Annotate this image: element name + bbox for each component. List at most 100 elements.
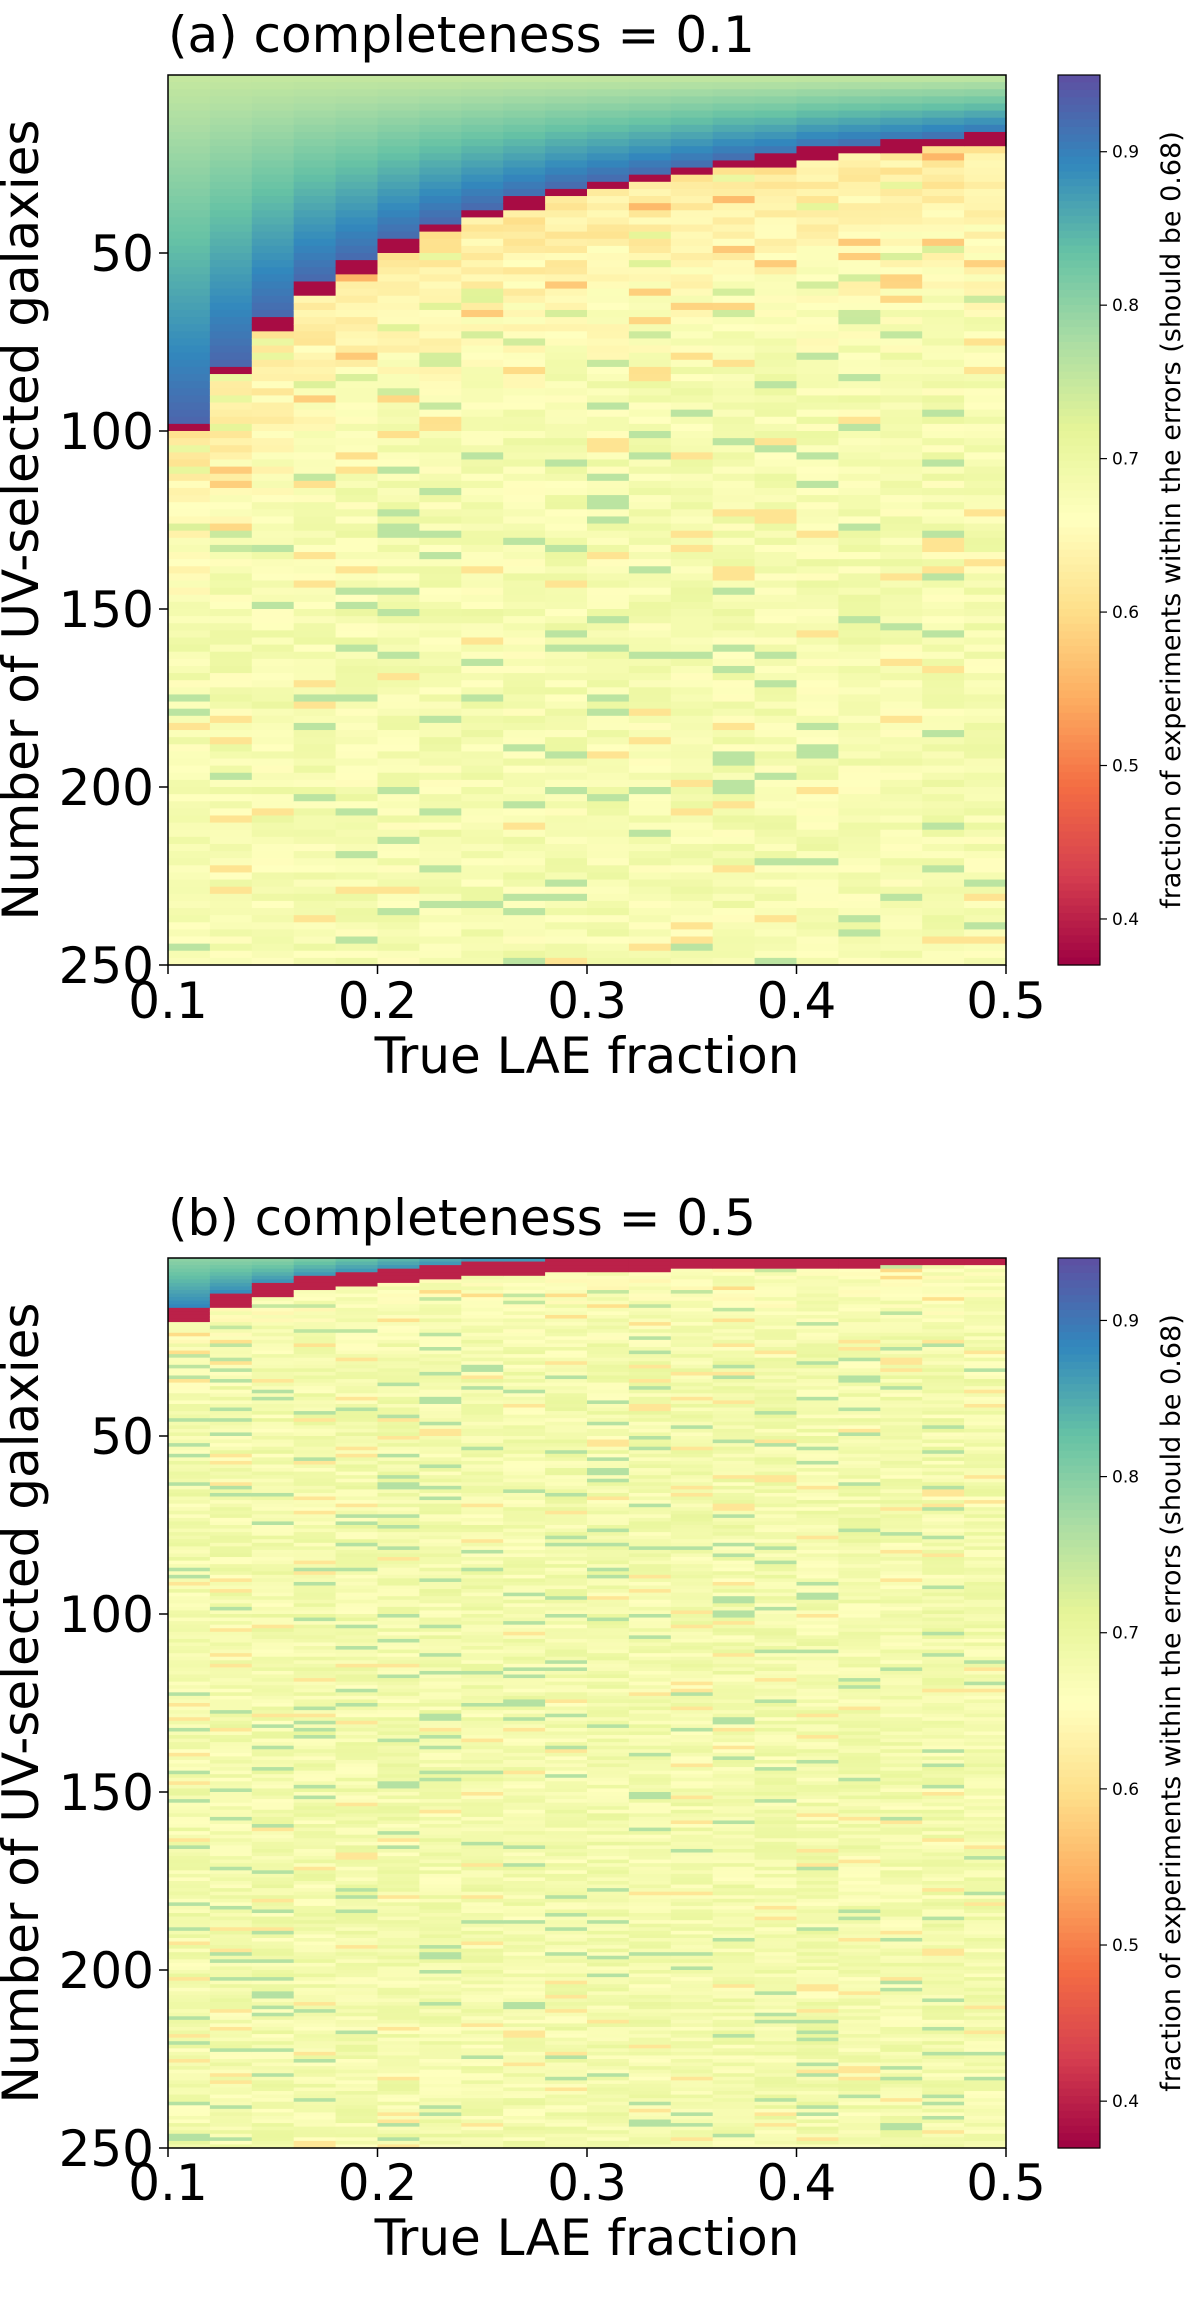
heatmap-cell	[419, 1866, 462, 1871]
heatmap-cell	[838, 82, 881, 90]
heatmap-cell	[251, 139, 295, 147]
heatmap-cell	[293, 623, 337, 631]
heatmap-cell	[251, 1603, 295, 1608]
heatmap-cell	[754, 402, 798, 411]
heatmap-cell	[503, 2002, 546, 2007]
heatmap-cell	[335, 1881, 379, 1886]
heatmap-cell	[461, 295, 504, 304]
heatmap-cell	[293, 1987, 337, 1992]
heatmap-cell	[209, 1532, 253, 1537]
heatmap-cell	[587, 281, 630, 290]
heatmap-cell	[209, 2144, 253, 2149]
heatmap-cell	[419, 1532, 462, 1537]
heatmap-cell	[251, 2019, 295, 2024]
heatmap-cell	[168, 1339, 211, 1345]
heatmap-cell	[964, 594, 1007, 603]
heatmap-cell	[461, 1959, 504, 1964]
heatmap-cell	[251, 1952, 295, 1957]
heatmap-cell	[168, 680, 211, 688]
heatmap-cell	[168, 2083, 211, 2089]
heatmap-cell	[335, 1300, 379, 1305]
heatmap-cell	[251, 2034, 295, 2039]
heatmap-cell	[168, 267, 211, 275]
heatmap-cell	[293, 1439, 337, 1444]
heatmap-cell	[209, 1792, 253, 1797]
heatmap-cell	[964, 395, 1007, 404]
heatmap-cell	[838, 89, 881, 97]
heatmap-cell	[251, 1852, 295, 1857]
heatmap-cell	[168, 1371, 211, 1377]
heatmap-cell	[335, 893, 379, 902]
heatmap-cell	[461, 2094, 504, 2099]
heatmap-cell	[545, 174, 588, 183]
heatmap-cell	[587, 210, 630, 218]
colorbar-segment	[1058, 920, 1100, 929]
heatmap-cell	[628, 238, 672, 247]
heatmap-cell	[335, 1884, 379, 1889]
heatmap-cell	[461, 1774, 504, 1779]
heatmap-cell	[293, 1300, 337, 1305]
heatmap-cell	[419, 843, 462, 852]
heatmap-cell	[168, 601, 211, 610]
heatmap-cell	[335, 1717, 379, 1722]
heatmap-cell	[503, 82, 546, 90]
heatmap-cell	[419, 1905, 462, 1911]
heatmap-cell	[964, 929, 1007, 938]
heatmap-cell	[168, 124, 211, 133]
heatmap-cell	[545, 1403, 588, 1409]
heatmap-cell	[587, 103, 630, 112]
heatmap-cell	[545, 1475, 588, 1480]
heatmap-cell	[335, 1261, 379, 1266]
heatmap-cell	[168, 552, 211, 560]
heatmap-cell	[628, 431, 672, 439]
heatmap-cell	[377, 1945, 420, 1950]
heatmap-cell	[168, 2019, 211, 2024]
heatmap-cell	[293, 1806, 337, 1811]
heatmap-cell	[377, 1599, 420, 1604]
heatmap-cell	[503, 1325, 546, 1330]
heatmap-cell	[251, 1841, 295, 1846]
heatmap-cell	[293, 1514, 337, 1519]
heatmap-cell	[419, 730, 462, 738]
heatmap-cell	[964, 730, 1007, 738]
heatmap-cell	[293, 1934, 337, 1939]
heatmap-cell	[377, 2076, 420, 2081]
heatmap-cell	[377, 680, 420, 688]
heatmap-cell	[670, 658, 714, 667]
heatmap-cell	[880, 908, 923, 916]
heatmap-cell	[209, 1799, 253, 1804]
heatmap-cell	[503, 1318, 546, 1323]
heatmap-cell	[251, 651, 295, 660]
heatmap-cell	[168, 1603, 211, 1608]
heatmap-cell	[377, 1845, 420, 1850]
heatmap-cell	[419, 1261, 462, 1266]
heatmap-cell	[168, 701, 211, 710]
heatmap-cell	[168, 616, 211, 624]
heatmap-cell	[335, 566, 379, 574]
heatmap-cell	[461, 1482, 504, 1487]
heatmap-cell	[335, 466, 379, 475]
heatmap-cell	[754, 267, 798, 275]
heatmap-cell	[545, 1364, 588, 1369]
heatmap-cell	[461, 1845, 504, 1850]
heatmap-cell	[377, 1261, 420, 1266]
heatmap-cell	[377, 495, 420, 503]
heatmap-cell	[251, 1752, 295, 1757]
heatmap-cell	[209, 2087, 253, 2092]
heatmap-cell	[377, 1400, 420, 1405]
heatmap-cell	[293, 1781, 337, 1786]
heatmap-cell	[377, 1557, 420, 1562]
heatmap-cell	[503, 1959, 546, 1964]
heatmap-cell	[545, 751, 588, 760]
heatmap-cell	[670, 858, 714, 866]
heatmap-cell	[461, 1261, 504, 1266]
heatmap-cell	[209, 131, 253, 140]
heatmap-cell	[461, 302, 504, 311]
heatmap-cell	[503, 139, 546, 147]
heatmap-cell	[293, 879, 337, 888]
heatmap-cell	[838, 744, 881, 752]
heatmap-cell	[587, 872, 630, 881]
heatmap-cell	[377, 1859, 420, 1864]
heatmap-cell	[293, 2094, 337, 2099]
heatmap-cell	[838, 843, 881, 852]
